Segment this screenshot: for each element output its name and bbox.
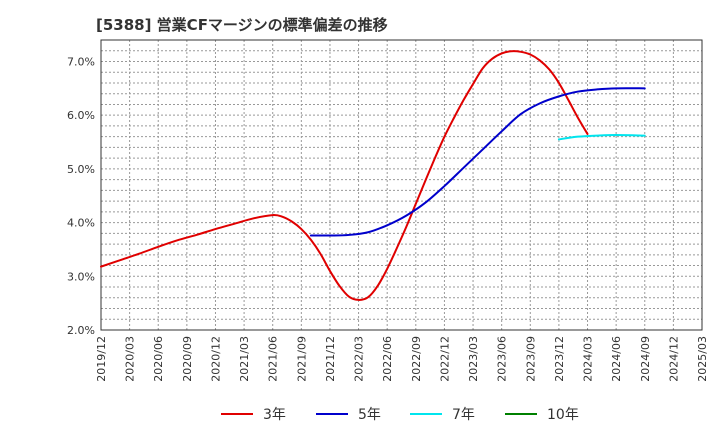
x-tick-label: 2022/12 — [438, 336, 451, 382]
x-tick-label: 2024/03 — [582, 336, 595, 382]
y-tick-label: 7.0% — [67, 55, 95, 68]
series-line-2 — [309, 87, 646, 237]
plot-area — [101, 40, 702, 330]
legend-label: 3年 — [263, 407, 286, 423]
x-tick-label: 2025/03 — [696, 336, 709, 382]
x-tick-label: 2024/06 — [610, 336, 623, 382]
legend-label: 7年 — [452, 407, 475, 423]
x-tick-label: 2022/06 — [381, 336, 394, 382]
y-tick-label: 4.0% — [67, 217, 95, 230]
y-tick-label: 2.0% — [67, 324, 95, 337]
x-tick-label: 2019/12 — [95, 336, 108, 382]
x-tick-label: 2023/06 — [496, 336, 509, 382]
x-tick-label: 2021/09 — [295, 336, 308, 382]
plot-border — [100, 39, 703, 331]
x-tick-label: 2021/03 — [238, 336, 251, 382]
x-tick-label: 2020/06 — [152, 336, 165, 382]
x-tick-label: 2021/06 — [267, 336, 280, 382]
x-tick-label: 2020/09 — [181, 336, 194, 382]
x-tick-label: 2022/09 — [410, 336, 423, 382]
x-tick-label: 2024/09 — [639, 336, 652, 382]
series-line-3 — [557, 134, 646, 141]
chart-title: [5388] 営業CFマージンの標準偏差の推移 — [96, 16, 388, 34]
x-tick-label: 2024/12 — [667, 336, 680, 382]
legend-label: 5年 — [358, 407, 381, 423]
legend-label: 10年 — [547, 407, 579, 423]
y-tick-label: 5.0% — [67, 163, 95, 176]
x-tick-label: 2021/12 — [324, 336, 337, 382]
x-tick-label: 2023/03 — [467, 336, 480, 382]
x-tick-label: 2023/12 — [553, 336, 566, 382]
x-tick-label: 2023/09 — [524, 336, 537, 382]
x-tick-label: 2020/03 — [124, 336, 137, 382]
y-tick-label: 6.0% — [67, 109, 95, 122]
x-tick-label: 2020/12 — [209, 336, 222, 382]
x-tick-label: 2022/03 — [353, 336, 366, 382]
y-tick-label: 3.0% — [67, 270, 95, 283]
series-line-1 — [100, 50, 589, 301]
